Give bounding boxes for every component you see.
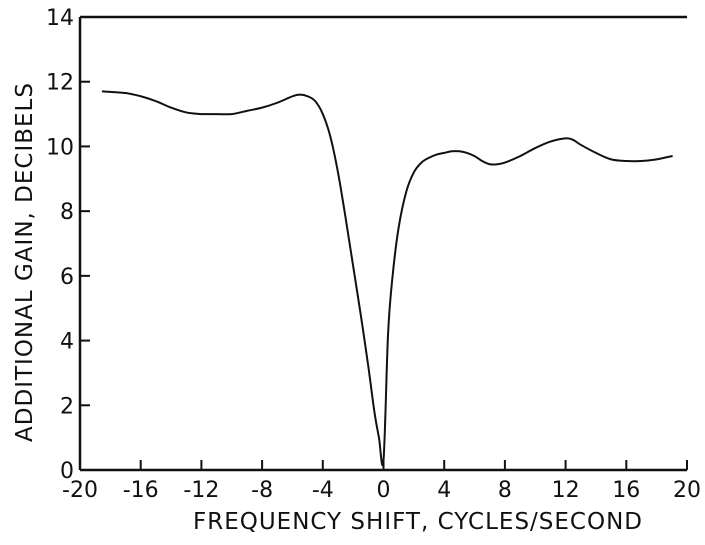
- y-tick-label: 4: [60, 330, 74, 355]
- x-tick-label: -4: [312, 478, 334, 503]
- x-tick-label: 8: [498, 478, 512, 503]
- series-line-0: [101, 90, 673, 467]
- x-tick-label: -20: [62, 478, 98, 503]
- x-tick-label: -8: [251, 478, 273, 503]
- x-axis-title: FREQUENCY SHIFT, CYCLES/SECOND: [193, 509, 643, 535]
- y-tick-label: 2: [60, 394, 74, 419]
- y-tick-label: 12: [46, 71, 74, 96]
- y-tick-label: 14: [46, 6, 74, 31]
- x-tick-label: 16: [612, 478, 640, 503]
- y-tick-label: 0: [60, 459, 74, 484]
- y-tick-label: 8: [60, 200, 74, 225]
- y-axis-title: ADDITIONAL GAIN, DECIBELS: [12, 82, 38, 442]
- y-tick-label: 10: [46, 135, 74, 160]
- x-tick-label: -12: [183, 478, 219, 503]
- x-tick-label: 4: [437, 478, 451, 503]
- x-axis-ticks: -20 -16 -12 -8 -4 0 4 8 12 16 20: [62, 460, 701, 503]
- x-tick-label: 20: [673, 478, 701, 503]
- y-axis-ticks: 0 2 4 6 8 10 12 14: [46, 6, 90, 484]
- x-tick-label: -16: [123, 478, 159, 503]
- series-layer: [101, 90, 673, 467]
- x-tick-label: 12: [552, 478, 580, 503]
- x-tick-label: 0: [377, 478, 391, 503]
- y-tick-label: 6: [60, 265, 74, 290]
